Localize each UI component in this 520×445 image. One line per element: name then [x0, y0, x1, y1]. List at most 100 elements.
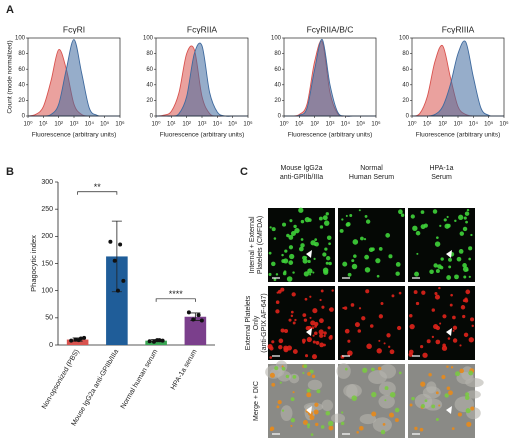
platelet	[435, 391, 439, 395]
platelet	[302, 372, 305, 375]
y-tick-label: 60	[402, 67, 409, 73]
platelet	[322, 252, 327, 257]
platelet	[442, 314, 447, 319]
platelet	[314, 238, 318, 241]
platelet	[329, 307, 334, 312]
platelet	[462, 263, 467, 268]
row-label: External Platelets	[245, 295, 252, 350]
column-header: anti-GPIIb/IIIa	[280, 174, 323, 181]
platelet	[290, 397, 295, 402]
cell	[465, 377, 484, 388]
platelet	[294, 318, 297, 322]
platelet	[438, 286, 441, 290]
platelet	[451, 427, 455, 431]
platelet	[312, 340, 316, 344]
panel-label: C	[240, 166, 248, 178]
column-header: Normal	[360, 165, 383, 172]
bar	[106, 256, 128, 345]
platelet	[290, 314, 294, 318]
platelet	[307, 372, 311, 376]
platelet	[459, 344, 462, 347]
platelet	[288, 318, 292, 322]
platelet	[305, 354, 309, 358]
platelet	[311, 326, 315, 330]
x-axis-label: Fluorescence (arbitrary units)	[32, 132, 117, 139]
column-header: Mouse IgG2a	[280, 165, 322, 172]
y-axis-label: Count (mode normalized)	[7, 40, 14, 113]
platelet	[470, 233, 473, 237]
row-label: Only	[253, 315, 260, 330]
platelet	[318, 216, 323, 221]
platelet	[389, 349, 395, 355]
platelet	[274, 366, 279, 371]
x-tick-label: 10⁶	[371, 121, 381, 128]
x-axis-label: Fluorescence (arbitrary units)	[160, 132, 245, 139]
platelet	[307, 268, 313, 274]
platelet	[408, 352, 413, 357]
platelet	[435, 417, 439, 421]
platelet	[269, 372, 275, 378]
cell	[422, 386, 441, 399]
platelet	[440, 257, 444, 261]
platelet	[448, 265, 452, 269]
x-tick-label: 10¹	[39, 122, 48, 128]
platelet	[345, 222, 350, 227]
platelet	[364, 214, 368, 218]
micrograph	[408, 208, 475, 282]
cell	[280, 405, 293, 422]
platelet	[322, 215, 328, 221]
cell	[307, 379, 323, 391]
y-tick-label: 300	[41, 179, 53, 186]
significance-label: **	[94, 182, 102, 192]
platelet	[271, 382, 276, 387]
data-point	[160, 338, 165, 343]
data-point	[73, 337, 78, 342]
platelet	[435, 269, 440, 274]
micrograph	[408, 364, 484, 438]
platelet	[395, 271, 400, 276]
platelet	[342, 261, 348, 267]
platelet	[439, 322, 442, 325]
platelet	[302, 341, 306, 344]
platelet	[318, 318, 324, 324]
platelet	[344, 367, 348, 371]
platelet	[280, 328, 285, 333]
platelet	[292, 374, 297, 379]
platelet	[352, 239, 359, 245]
platelet	[365, 289, 370, 294]
platelet	[344, 328, 350, 334]
platelet	[391, 294, 395, 298]
platelet	[277, 399, 282, 405]
cell	[378, 394, 395, 409]
platelet	[463, 275, 467, 279]
platelet	[388, 345, 391, 348]
data-point	[121, 278, 126, 283]
significance-bracket	[77, 191, 118, 195]
platelet	[377, 366, 382, 371]
y-tick-label: 0	[278, 114, 282, 120]
cell	[277, 370, 292, 382]
y-tick-label: 80	[18, 51, 25, 57]
cell	[343, 384, 362, 398]
platelet	[368, 247, 374, 253]
platelet	[463, 332, 469, 338]
platelet	[280, 287, 285, 292]
platelet	[441, 345, 448, 351]
platelet	[456, 256, 462, 262]
platelet	[441, 374, 446, 380]
platelet	[275, 300, 280, 304]
x-tick-label: 10⁵	[484, 121, 494, 128]
y-tick-label: 50	[45, 315, 53, 322]
arrowhead	[446, 250, 452, 258]
platelet	[289, 253, 295, 260]
data-point	[118, 242, 123, 247]
platelet	[283, 270, 287, 274]
platelet	[281, 409, 285, 412]
platelet	[452, 329, 455, 332]
platelet	[325, 212, 329, 216]
y-tick-label: 40	[402, 82, 409, 88]
platelet	[307, 325, 312, 330]
data-point	[69, 338, 74, 343]
y-tick-label: 40	[274, 82, 281, 88]
